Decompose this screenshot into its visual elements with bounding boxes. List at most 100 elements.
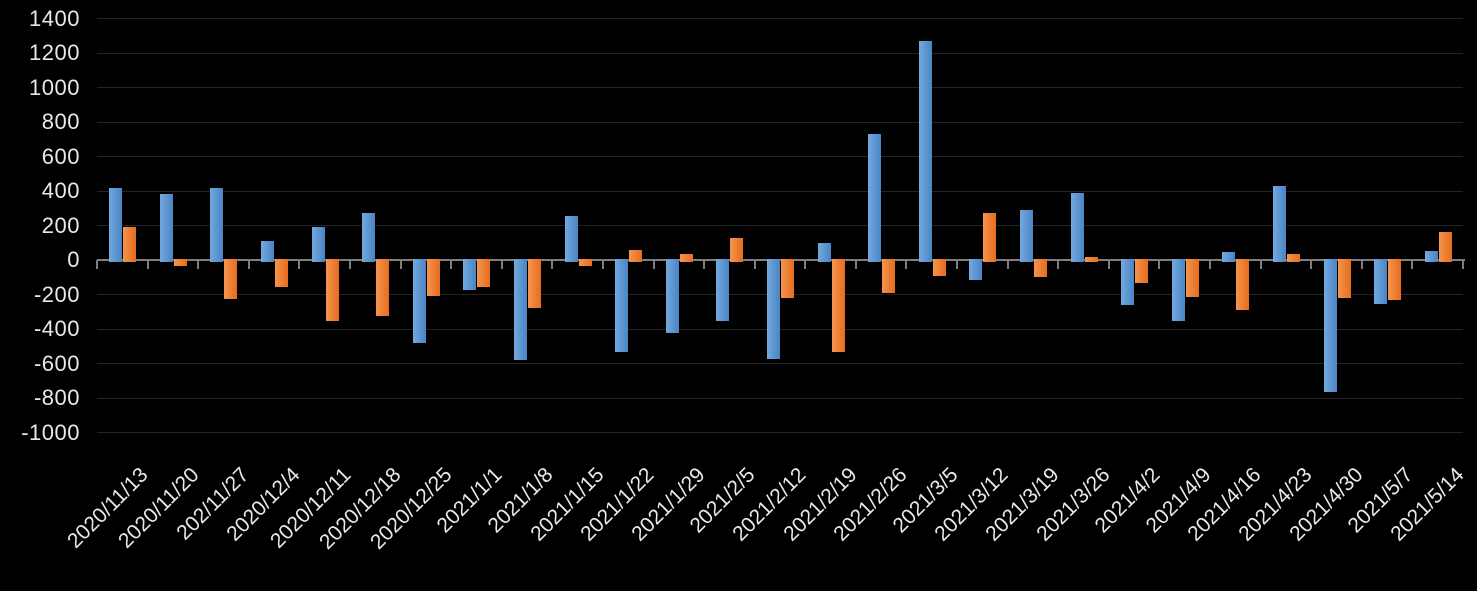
- y-tick-label: 1200: [29, 40, 80, 65]
- bar-orange-series: [173, 259, 187, 267]
- bar-blue-series: [463, 259, 477, 291]
- gridline: [97, 363, 1463, 364]
- bar-blue-series: [261, 241, 275, 262]
- bar-orange-series: [882, 259, 896, 293]
- bar-orange-series: [1185, 259, 1199, 298]
- axis-tick-mark: [703, 260, 706, 269]
- bar-orange-series: [123, 227, 137, 262]
- bar-orange-series: [578, 259, 592, 267]
- bar-orange-series: [1033, 259, 1047, 277]
- bar-blue-series: [1070, 192, 1084, 262]
- y-tick-label: 600: [41, 143, 80, 169]
- bar-blue-series: [159, 194, 173, 262]
- gridline: [97, 225, 1463, 226]
- bar-blue-series: [311, 227, 325, 262]
- bar-blue-series: [1374, 259, 1388, 305]
- bar-blue-series: [1121, 259, 1135, 305]
- y-tick-label: 800: [41, 109, 80, 134]
- bar-orange-series: [1438, 231, 1452, 262]
- bar-blue-series: [1019, 209, 1033, 262]
- bar-blue-series: [1323, 259, 1337, 393]
- axis-tick-mark: [450, 260, 453, 269]
- bar-orange-series: [781, 259, 794, 299]
- axis-tick-mark: [1057, 260, 1060, 269]
- bar-blue-series: [969, 259, 983, 280]
- bar-orange-series: [275, 259, 289, 287]
- bar-blue-series: [210, 188, 224, 262]
- bar-blue-series: [1171, 259, 1185, 322]
- axis-tick-mark: [1360, 260, 1363, 269]
- bar-orange-series: [831, 259, 845, 352]
- axis-tick-mark: [854, 260, 857, 269]
- y-tick-label: -600: [33, 350, 80, 376]
- axis-tick-mark: [905, 260, 908, 269]
- bar-orange-series: [477, 259, 491, 287]
- axis-tick-mark: [1310, 260, 1313, 269]
- bar-blue-series: [1424, 250, 1438, 262]
- bar-orange-series: [679, 253, 693, 262]
- y-tick-label: 200: [41, 212, 80, 238]
- bar-blue-series: [1222, 252, 1236, 262]
- axis-tick-mark: [247, 260, 250, 269]
- bar-blue-series: [716, 259, 730, 321]
- axis-tick-mark: [1209, 260, 1212, 269]
- axis-tick-mark: [1107, 260, 1110, 269]
- y-tick-label: 1000: [29, 74, 80, 100]
- bar-orange-series: [1388, 259, 1402, 300]
- axis-tick-mark: [753, 260, 756, 269]
- y-tick-label: 400: [41, 178, 80, 203]
- axis-tick-mark: [197, 260, 200, 269]
- axis-tick-mark: [1259, 260, 1262, 269]
- axis-tick-mark: [601, 260, 604, 269]
- bar-orange-series: [1135, 259, 1149, 284]
- bar-blue-series: [412, 259, 426, 343]
- bar-blue-series: [868, 134, 882, 262]
- axis-tick-mark: [96, 260, 98, 269]
- bar-blue-series: [514, 259, 528, 361]
- bar-blue-series: [564, 216, 578, 262]
- bar-blue-series: [817, 242, 831, 262]
- axis-tick-mark: [652, 260, 655, 269]
- bar-orange-series: [730, 237, 744, 262]
- y-tick-label: -800: [33, 385, 80, 410]
- bar-orange-series: [528, 259, 542, 308]
- axis-tick-mark: [956, 260, 959, 269]
- axis-tick-mark: [1462, 260, 1464, 269]
- axis-tick-mark: [1158, 260, 1161, 269]
- gridline: [97, 432, 1463, 433]
- gridline: [97, 121, 1463, 123]
- bar-orange-series: [426, 259, 440, 296]
- bar-blue-series: [665, 259, 679, 334]
- y-tick-label: -1000: [21, 419, 80, 445]
- axis-tick-mark: [804, 260, 807, 269]
- gridline: [97, 294, 1463, 295]
- y-tick-label: 0: [67, 247, 80, 272]
- bar-orange-series: [1236, 259, 1250, 311]
- bar-orange-series: [1084, 257, 1098, 262]
- axis-tick-mark: [1411, 260, 1414, 269]
- axis-tick-mark: [298, 260, 301, 269]
- bar-orange-series: [932, 259, 946, 276]
- axis-tick-mark: [146, 260, 149, 269]
- bar-blue-series: [615, 259, 629, 353]
- bar-blue-series: [362, 213, 376, 262]
- bar-blue-series: [767, 259, 780, 360]
- bar-blue-series: [109, 188, 123, 262]
- bar-orange-series: [224, 259, 238, 299]
- bar-blue-series: [1272, 185, 1286, 262]
- y-tick-label: -400: [33, 316, 80, 341]
- gridline: [97, 328, 1463, 330]
- bar-orange-series: [983, 213, 997, 262]
- axis-tick-mark: [551, 260, 554, 269]
- axis-tick-mark: [500, 260, 503, 269]
- bar-orange-series: [629, 249, 643, 262]
- gridline: [97, 156, 1463, 157]
- gridline: [97, 397, 1463, 399]
- y-tick-label: -200: [33, 281, 80, 307]
- bar-orange-series: [1337, 259, 1351, 299]
- y-tick-label: 1400: [29, 5, 80, 31]
- bar-orange-series: [376, 259, 390, 317]
- gridline: [97, 52, 1463, 54]
- bar-orange-series: [325, 259, 339, 322]
